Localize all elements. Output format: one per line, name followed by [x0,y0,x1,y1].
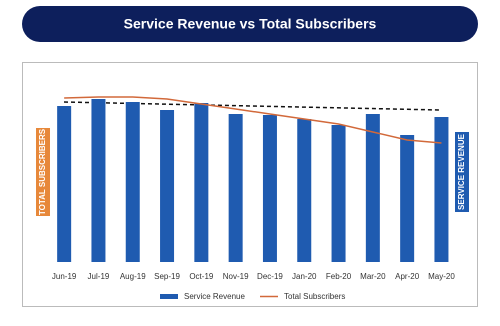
title-banner [22,6,478,42]
x-tick-label: Jun-19 [52,272,77,281]
bar [125,102,140,262]
x-tick-label: Apr-20 [395,272,420,281]
bar [297,119,312,262]
x-tick-label: Aug-19 [120,272,146,281]
x-tick-label: May-20 [428,272,455,281]
bar [400,135,415,262]
legend-label: Total Subscribers [284,292,345,301]
y-label-box [36,128,50,216]
bar [331,125,346,262]
y2-axis-label: SERVICE REVENUE [457,133,466,210]
x-tick-label: Oct-19 [189,272,214,281]
bar [365,114,380,262]
bar [228,114,243,262]
y-axis-label: TOTAL SUBSCRIBERS [38,128,47,215]
legend-label: Service Revenue [184,292,245,301]
bar [160,110,175,262]
x-tick-label: Jul-19 [88,272,110,281]
x-tick-label: Nov-19 [223,272,249,281]
x-tick-label: Jan-20 [292,272,317,281]
bar [434,117,449,262]
x-tick-label: Dec-19 [257,272,283,281]
x-tick-label: Sep-19 [154,272,180,281]
line [64,96,442,144]
x-tick-label: Mar-20 [360,272,386,281]
legend-swatch [160,294,178,299]
bar [194,103,209,262]
x-tick-label: Feb-20 [326,272,352,281]
bar [262,115,277,262]
bar [57,106,72,262]
bar [91,99,106,262]
y2-label-box [455,132,469,212]
chart-title: Service Revenue vs Total Subscribers [124,16,377,32]
